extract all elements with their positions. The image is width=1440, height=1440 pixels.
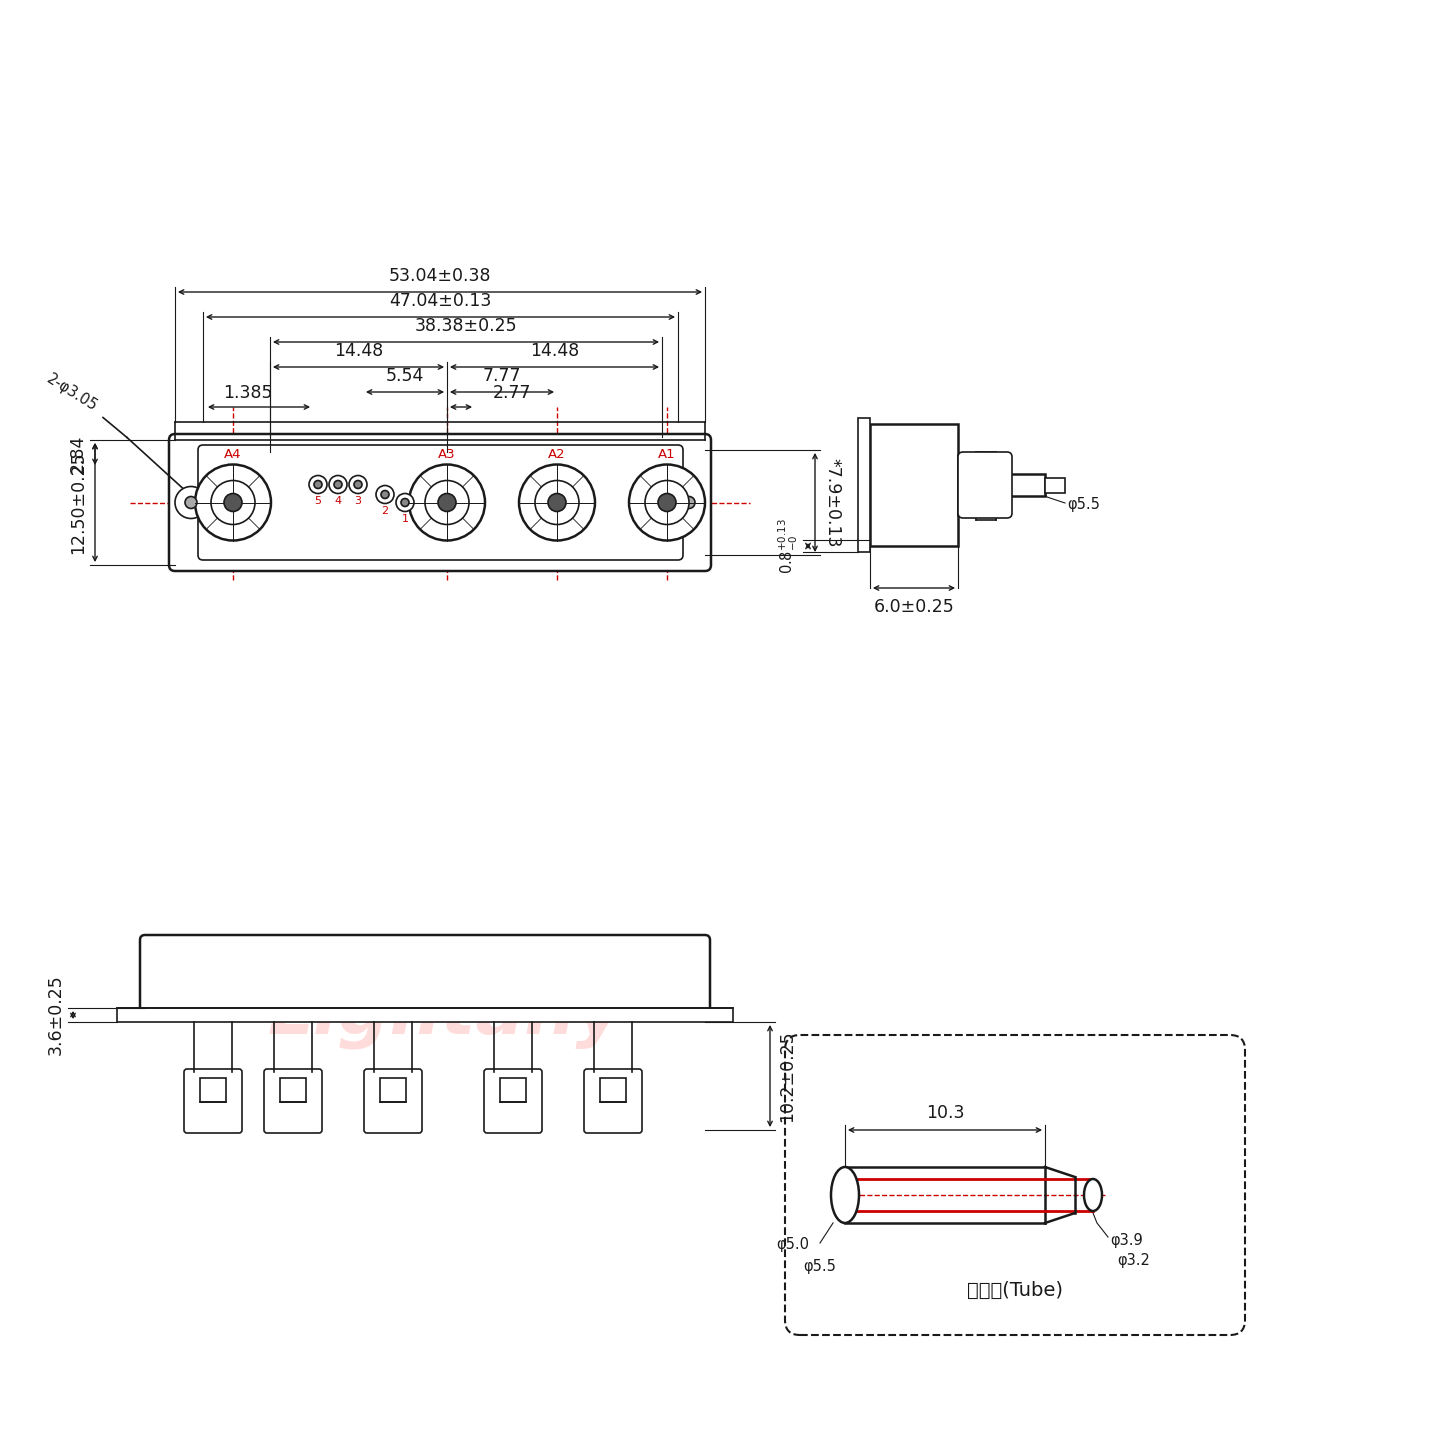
Circle shape [409,465,485,540]
Bar [870,423,958,546]
Text: 10.2±0.25: 10.2±0.25 [778,1030,796,1122]
Circle shape [348,475,367,494]
FancyBboxPatch shape [140,935,710,1012]
Bar [600,1079,626,1102]
Text: A2: A2 [549,448,566,461]
Bar [858,418,870,552]
Bar [380,1079,406,1102]
Text: 10.3: 10.3 [926,1104,965,1122]
Circle shape [376,485,395,504]
Circle shape [400,498,409,507]
Text: Lightany: Lightany [262,452,618,523]
Circle shape [645,481,688,524]
FancyBboxPatch shape [264,1068,323,1133]
Circle shape [549,494,566,511]
Bar [200,1079,226,1102]
Circle shape [438,494,456,511]
Circle shape [328,475,347,494]
Circle shape [396,494,415,511]
FancyBboxPatch shape [184,1068,242,1133]
Circle shape [184,497,197,508]
Text: φ5.5: φ5.5 [1067,497,1100,513]
Text: 38.38±0.25: 38.38±0.25 [415,317,517,336]
Bar [500,1079,526,1102]
Text: Lightany: Lightany [268,979,624,1048]
Text: 14.48: 14.48 [530,341,579,360]
Text: φ5.5: φ5.5 [804,1260,837,1274]
Circle shape [334,481,343,488]
Text: φ5.0: φ5.0 [776,1237,809,1253]
Circle shape [212,481,255,524]
Text: 1.385: 1.385 [223,384,272,402]
Circle shape [194,465,271,540]
Bar [279,1079,305,1102]
Text: A4: A4 [225,448,242,461]
Circle shape [629,465,706,540]
Text: 4: 4 [334,495,341,505]
FancyBboxPatch shape [199,445,683,560]
Text: 7.77: 7.77 [482,367,521,384]
Text: 14.48: 14.48 [334,341,383,360]
FancyBboxPatch shape [168,433,711,572]
Circle shape [536,481,579,524]
Ellipse shape [831,1166,860,1223]
FancyBboxPatch shape [484,1068,541,1133]
Text: A1: A1 [658,448,675,461]
Text: 屏蔽管(Tube): 屏蔽管(Tube) [968,1280,1063,1299]
Circle shape [310,475,327,494]
Bar [117,1008,733,1022]
FancyBboxPatch shape [958,452,1012,518]
Circle shape [354,481,361,488]
Circle shape [658,494,675,511]
Bar [1045,478,1066,492]
Text: 3: 3 [354,495,361,505]
Text: 6.0±0.25: 6.0±0.25 [874,598,955,616]
Text: φ3.2: φ3.2 [1117,1253,1151,1267]
Text: 12.50±0.25: 12.50±0.25 [69,451,86,554]
Text: 2: 2 [382,505,389,516]
Text: A3: A3 [438,448,456,461]
Text: 2.77: 2.77 [492,384,531,402]
Text: 47.04±0.13: 47.04±0.13 [389,292,491,310]
Circle shape [425,481,469,524]
Circle shape [382,491,389,498]
FancyBboxPatch shape [585,1068,642,1133]
Text: φ3.9: φ3.9 [1110,1233,1143,1247]
Text: 53.04±0.38: 53.04±0.38 [389,266,491,285]
Circle shape [225,494,242,511]
Circle shape [314,481,323,488]
FancyBboxPatch shape [364,1068,422,1133]
Bar [1009,474,1045,495]
Text: $0.8^{+0.13}_{-0}$: $0.8^{+0.13}_{-0}$ [776,518,801,575]
Circle shape [518,465,595,540]
Text: 2-φ3.05: 2-φ3.05 [43,372,99,415]
Text: 3.6±0.25: 3.6±0.25 [48,975,65,1056]
Text: 1: 1 [402,514,409,524]
Bar [958,455,1009,516]
Text: 2.84: 2.84 [69,435,86,474]
Circle shape [683,497,696,508]
Text: *7.9±0.13: *7.9±0.13 [824,458,841,547]
Text: 5.54: 5.54 [386,367,425,384]
Ellipse shape [1084,1179,1102,1211]
FancyBboxPatch shape [785,1035,1246,1335]
Circle shape [672,487,706,518]
Circle shape [176,487,207,518]
Text: 5: 5 [314,495,321,505]
